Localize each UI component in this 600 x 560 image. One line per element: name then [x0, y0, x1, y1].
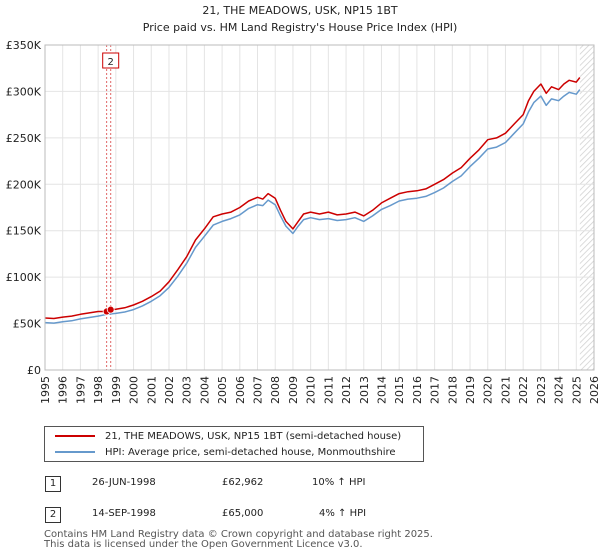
legend-swatch-property	[55, 435, 95, 437]
y-tick-label: £350K	[6, 39, 42, 52]
sale-number: 2	[45, 507, 61, 523]
x-tick-label: 2024	[553, 376, 566, 404]
legend-swatch-hpi	[55, 451, 95, 453]
x-tick-label: 2000	[128, 376, 141, 404]
x-tick-label: 2014	[375, 376, 388, 404]
sale-date: 14-SEP-1998	[92, 508, 156, 519]
x-tick-label: 2017	[429, 376, 442, 404]
x-tick-label: 1995	[39, 376, 52, 404]
legend-label-hpi: HPI: Average price, semi-detached house,…	[105, 447, 396, 458]
x-tick-label: 2013	[358, 376, 371, 404]
x-tick-label: 2004	[198, 376, 211, 404]
sale-hpi-change: 4% ↑ HPI	[319, 508, 367, 519]
x-tick-label: 2020	[482, 376, 495, 404]
x-tick-label: 2015	[393, 376, 406, 404]
sale-date: 26-JUN-1998	[92, 477, 156, 488]
sale-marker-label: 2	[108, 57, 114, 68]
sale-number: 1	[45, 476, 61, 492]
x-tick-label: 2006	[234, 376, 247, 404]
chart-title: 21, THE MEADOWS, USK, NP15 1BT	[202, 4, 398, 17]
x-tick-label: 2023	[535, 376, 548, 404]
y-tick-label: £300K	[6, 85, 42, 98]
x-tick-label: 1997	[74, 376, 87, 404]
footer-line-2: This data is licensed under the Open Gov…	[44, 539, 363, 550]
hpi-line	[44, 89, 581, 324]
x-tick-label: 2011	[322, 376, 335, 404]
property-price-line	[44, 77, 581, 320]
sale-price: £65,000	[222, 508, 264, 519]
x-tick-label: 2025	[570, 376, 583, 404]
y-tick-label: £200K	[6, 178, 42, 191]
legend-label-property: 21, THE MEADOWS, USK, NP15 1BT (semi-det…	[105, 431, 402, 442]
x-tick-label: 2010	[305, 376, 318, 404]
x-tick-label: 2026	[588, 376, 600, 404]
x-tick-label: 1996	[57, 376, 70, 404]
plot-area	[45, 45, 594, 370]
y-tick-label: £150K	[6, 225, 42, 238]
y-tick-label: £0	[27, 364, 41, 377]
x-tick-label: 2005	[216, 376, 229, 404]
y-tick-label: £100K	[6, 271, 42, 284]
x-tick-label: 2007	[252, 376, 265, 404]
x-tick-label: 1998	[92, 376, 105, 404]
x-tick-label: 2016	[411, 376, 424, 404]
x-tick-label: 2009	[287, 376, 300, 404]
x-tick-label: 1999	[110, 376, 123, 404]
y-tick-label: £50K	[13, 318, 42, 331]
legend-item-hpi: HPI: Average price, semi-detached house,…	[55, 445, 396, 461]
x-tick-label: 2012	[340, 376, 353, 404]
price-chart: 21, THE MEADOWS, USK, NP15 1BT Price pai…	[6, 4, 600, 404]
footer-line-1: Contains HM Land Registry data © Crown c…	[44, 529, 433, 540]
x-tick-label: 2002	[163, 376, 176, 404]
x-tick-label: 2022	[517, 376, 530, 404]
sale-marker-box	[102, 52, 120, 69]
footer-attribution: Contains HM Land Registry data © Crown c…	[44, 530, 433, 550]
x-tick-label: 2019	[464, 376, 477, 404]
y-tick-label: £250K	[6, 132, 42, 145]
x-tick-label: 2021	[499, 376, 512, 404]
x-tick-label: 2003	[181, 376, 194, 404]
sale-price: £62,962	[222, 477, 264, 488]
legend-item-property: 21, THE MEADOWS, USK, NP15 1BT (semi-det…	[55, 429, 401, 445]
x-tick-label: 2018	[446, 376, 459, 404]
chart-subtitle: Price paid vs. HM Land Registry's House …	[143, 21, 458, 34]
x-tick-label: 2001	[145, 376, 158, 404]
forecast-region	[579, 45, 594, 370]
x-tick-label: 2008	[269, 376, 282, 404]
plot-border	[44, 44, 595, 371]
sale-hpi-change: 10% ↑ HPI	[312, 477, 366, 488]
sale-point	[106, 305, 115, 314]
legend: 21, THE MEADOWS, USK, NP15 1BT (semi-det…	[44, 426, 424, 462]
